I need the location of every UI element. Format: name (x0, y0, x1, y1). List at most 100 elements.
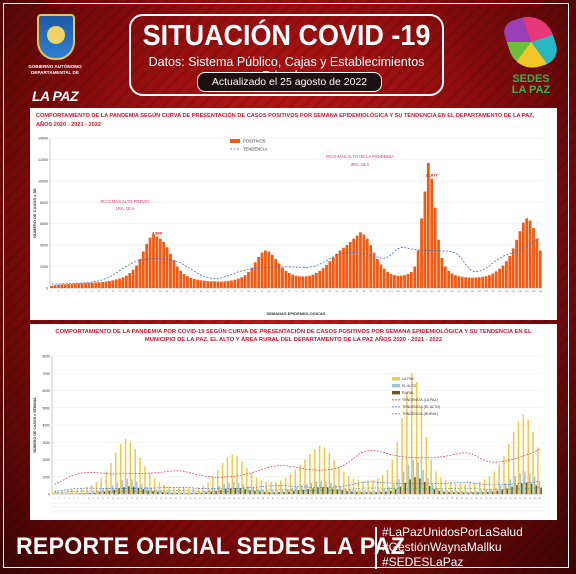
chart2-bar-rural (186, 493, 188, 494)
chart1-bar (318, 270, 322, 288)
chart1-bar (138, 259, 142, 288)
chart2-bar-el-alto (87, 492, 90, 494)
chart2-bar-la-paz (357, 480, 360, 494)
chart1-tick-label: 14000 (38, 137, 48, 141)
chart2-bar-rural (161, 492, 164, 494)
chart2-bar-el-alto (349, 489, 352, 494)
chart1-week-tick: 99 (383, 291, 386, 293)
chart2-bar-rural (297, 490, 300, 494)
chart1-week-tick: 107 (410, 291, 414, 293)
chart1-bar (314, 273, 318, 288)
chart2-week-tick: 29 (189, 498, 191, 500)
chart2-bar-el-alto (247, 486, 250, 494)
chart1-week-tick: 15 (98, 291, 101, 293)
chart1-week-tick: 131 (491, 291, 495, 293)
chart2-bar-rural (496, 490, 499, 494)
chart1-bar (447, 270, 451, 288)
chart1-bar (281, 267, 284, 288)
chart2-week-tick: 85 (461, 498, 463, 500)
chart2-bar-rural (292, 490, 295, 494)
chart1-annotation: PICO MÁS ALTO PREVIO (101, 199, 151, 204)
chart1-bar (498, 268, 501, 288)
chart2-bar-el-alto (315, 481, 318, 494)
chart1-bar (321, 268, 325, 288)
chart1-bar (223, 281, 227, 288)
chart1-bar (416, 250, 420, 288)
chart1-bar (291, 274, 295, 288)
chart2-week-tick: 21 (150, 498, 152, 500)
chart2-week-tick: 30 (194, 498, 196, 500)
chart2-bar-rural (331, 488, 334, 494)
chart2-bar-el-alto (136, 481, 138, 494)
chart1-bar (474, 277, 478, 288)
chart2-week-tick: 60 (340, 498, 342, 500)
chart1-week-tick: 123 (464, 291, 468, 293)
chart2-week-tick: 101 (538, 498, 541, 500)
chart1-tick-label: 4000 (40, 244, 48, 248)
chart2-bar-el-alto (398, 479, 400, 494)
chart1-bar (504, 261, 508, 288)
chart2-bar-el-alto (485, 489, 487, 494)
chart2-week-tick: 23 (160, 498, 162, 500)
chart2-bar-el-alto (490, 488, 492, 494)
hashtag: #LaPazUnidosPorLaSalud (382, 525, 523, 539)
chart2-bar-rural (511, 486, 513, 494)
chart1-bar (111, 280, 115, 288)
chart2-bar-el-alto (499, 485, 502, 494)
chart2-week-tick: 15 (121, 498, 123, 500)
chart1-bar (274, 259, 278, 288)
chart2-bar-la-paz (498, 464, 500, 494)
chart1-week-tick: 25 (132, 291, 135, 293)
chart2-bar-la-paz (66, 490, 69, 494)
chart1-bar (158, 238, 162, 288)
chart2-bar-rural (443, 491, 445, 494)
chart2-week-tick: 56 (320, 498, 322, 500)
chart1-bar (471, 277, 474, 288)
sedes-logo: SEDES LA PAZ (500, 10, 562, 104)
chart1-week-tick: 133 (498, 291, 502, 293)
chart2-bar-el-alto (383, 488, 386, 494)
chart2-bar-rural (171, 492, 174, 494)
chart2-bar-el-alto (140, 484, 143, 494)
chart1-week-tick: 39 (179, 291, 182, 293)
chart2-week-tick: 11 (102, 498, 104, 500)
chart2-bar-rural (535, 485, 538, 494)
chart2-bar-el-alto (296, 486, 298, 494)
chart1-week-tick: 47 (207, 291, 210, 293)
chart1-week-tick: 91 (356, 291, 359, 293)
chart1-bar (118, 278, 121, 288)
chart1-bar (77, 283, 81, 288)
chart1-week-tick: 31 (152, 291, 155, 293)
chart1-week-tick: 21 (118, 291, 121, 293)
chart2-bar-la-paz (149, 473, 151, 494)
chart2-bar-rural (525, 482, 528, 494)
chart1-bar (379, 264, 383, 288)
chart1-tick-label: 0 (46, 287, 48, 291)
chart2-bar-rural (501, 489, 504, 494)
chart2-trend-line (54, 480, 540, 492)
updated-date: Actualizado el 25 agosto de 2022 (197, 72, 382, 92)
chart1-bar (423, 191, 427, 288)
chart2-legend-label: TENDENCIA (LA PAZ) (402, 398, 438, 402)
chart1-bar (101, 282, 104, 288)
chart1-week-tick: 73 (295, 291, 298, 293)
chart2-bar-el-alto (111, 485, 114, 494)
chart2-bar-el-alto (538, 481, 541, 494)
chart1-bar (365, 238, 369, 288)
chart2-week-tick: 97 (519, 498, 521, 500)
chart1-week-tick: 13 (91, 291, 94, 293)
chart2-bar-la-paz (124, 438, 127, 494)
chart2-bar-rural (258, 491, 261, 494)
chart2-week-tick: 98 (524, 498, 526, 500)
chart2-week-tick: 93 (500, 498, 502, 500)
chart1-bar (331, 257, 335, 288)
chart2-bar-el-alto (271, 490, 274, 494)
department-map-icon (501, 10, 561, 74)
chart2-week-tick: 48 (281, 498, 283, 500)
chart2-bar-rural (288, 491, 290, 494)
chart1-bar (352, 238, 356, 288)
chart1-bar (508, 255, 512, 288)
chart1-bar (538, 250, 542, 288)
sedes-logo-line1: SEDES (512, 73, 550, 85)
